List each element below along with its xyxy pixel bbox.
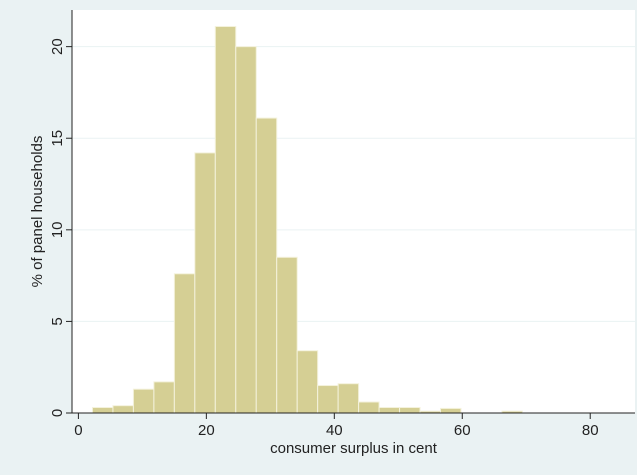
y-tick-label: 20 [49, 38, 66, 55]
histogram-bar [194, 152, 216, 414]
y-tick-label: 0 [49, 409, 66, 417]
axes: 0 20 40 60 80 0 5 10 15 20 [49, 10, 635, 439]
histogram-bar [255, 117, 278, 414]
histogram-bar [358, 401, 380, 414]
y-tick-label: 10 [49, 221, 66, 238]
x-tick-label: 40 [326, 422, 343, 439]
y-axis-label: % of panel households [29, 136, 46, 288]
histogram-bar [132, 388, 155, 414]
histogram-bar [153, 381, 175, 414]
histogram-bar [214, 25, 237, 414]
histogram-bar [440, 407, 462, 414]
y-tick-label: 15 [49, 130, 66, 147]
plot-area [72, 10, 635, 413]
histogram-bar [317, 385, 339, 414]
histogram-bar [296, 350, 319, 414]
x-tick-label: 80 [582, 422, 599, 439]
x-tick-label: 60 [454, 422, 471, 439]
gridlines [72, 46, 635, 322]
x-tick-label: 20 [198, 422, 215, 439]
bars [91, 25, 523, 414]
histogram-bar [276, 256, 298, 414]
histogram-bar [337, 383, 360, 414]
histogram-bar [173, 273, 196, 414]
x-axis-label: consumer surplus in cent [270, 440, 438, 457]
histogram-bar [112, 405, 134, 414]
histogram-bar [378, 407, 401, 414]
histogram-bar [91, 407, 114, 414]
histogram-bar [399, 407, 421, 414]
y-tick-label: 5 [49, 317, 66, 325]
histogram-bar [235, 46, 257, 414]
x-tick-label: 0 [74, 422, 82, 439]
